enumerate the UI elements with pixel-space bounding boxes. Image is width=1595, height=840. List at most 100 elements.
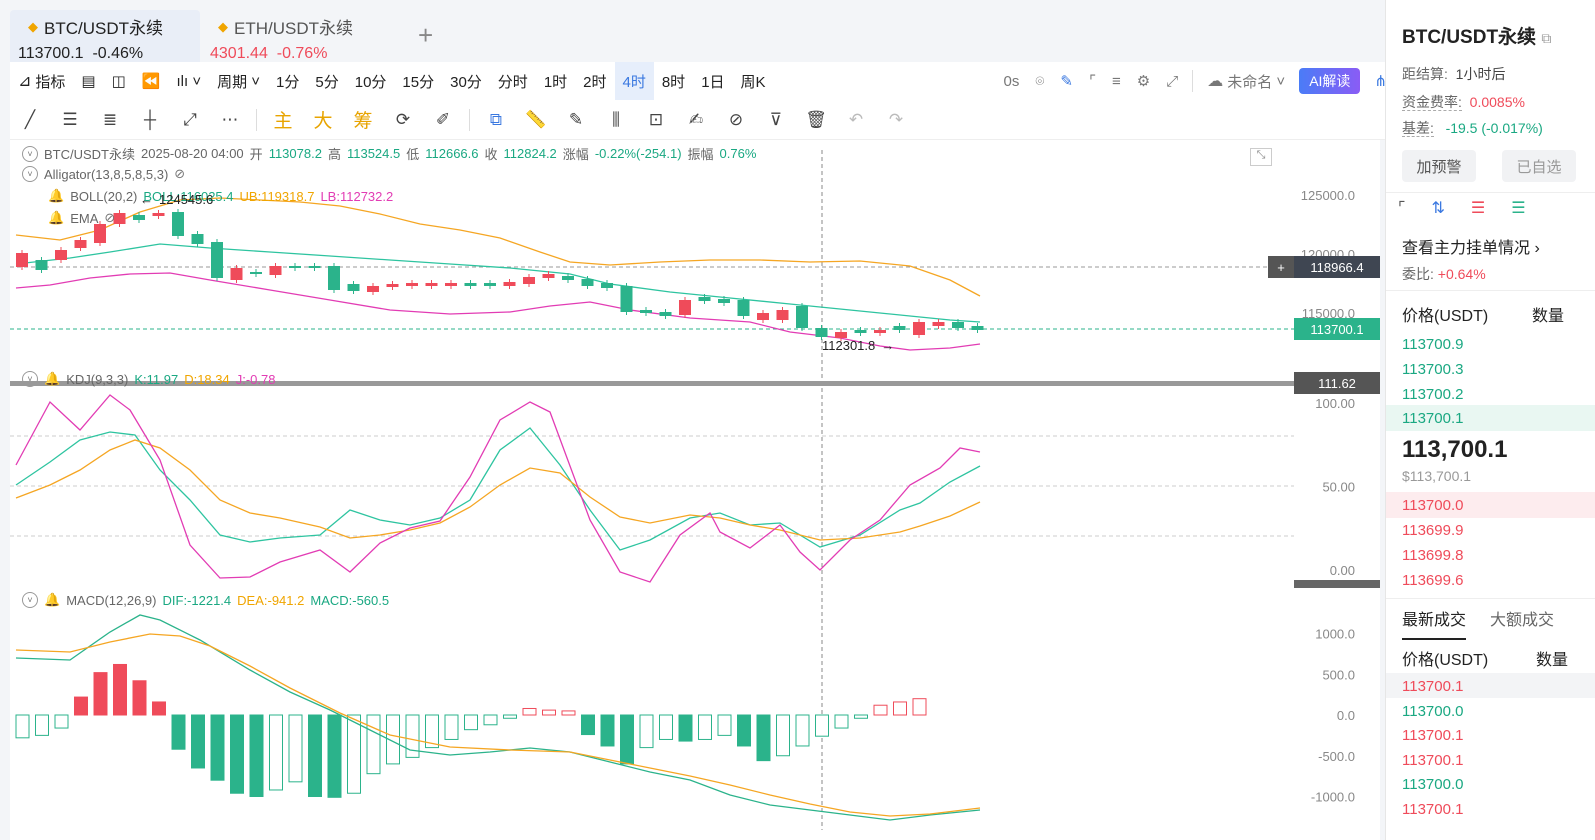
macd-bar bbox=[737, 714, 751, 747]
macd-bar bbox=[132, 680, 147, 716]
tab-eth[interactable]: ◆ ETH/USDT永续 4301.44 -0.76% bbox=[200, 10, 400, 63]
undo-icon[interactable]: ↶ bbox=[848, 109, 864, 129]
candle-body bbox=[659, 312, 672, 316]
redo-icon[interactable]: ↷ bbox=[888, 109, 904, 129]
indicators-button[interactable]: ⊿ 指标 bbox=[10, 62, 73, 100]
favorite-button[interactable]: 已自选 bbox=[1502, 150, 1576, 182]
magnet-icon[interactable]: ⧉ bbox=[489, 109, 503, 129]
copy-icon[interactable]: ⧉ bbox=[1541, 30, 1552, 46]
main-force-button[interactable]: 主 bbox=[273, 111, 293, 132]
big-order-button[interactable]: 大 bbox=[313, 111, 333, 132]
macd-bar bbox=[35, 714, 49, 736]
interval-1w[interactable]: 周K bbox=[740, 73, 766, 91]
trade-row: 113700.0 bbox=[1402, 703, 1464, 720]
list-icon[interactable]: ≡ bbox=[1112, 72, 1121, 90]
eye-off-icon[interactable]: ⊘ bbox=[174, 166, 186, 181]
split-icon[interactable]: ◫ bbox=[111, 73, 126, 90]
kdj-cursor-box bbox=[1294, 372, 1380, 394]
interval-1m[interactable]: 1分 bbox=[276, 73, 300, 91]
hide-icon[interactable]: ⊘ bbox=[728, 109, 744, 129]
fullscreen-icon[interactable]: ⤢ bbox=[1166, 72, 1179, 90]
interval-1d[interactable]: 1日 bbox=[701, 73, 725, 91]
chg-label: 涨幅 bbox=[562, 147, 589, 162]
view-bids-icon[interactable]: ☰ bbox=[1511, 200, 1526, 217]
interval-15m[interactable]: 15分 bbox=[402, 73, 435, 91]
ai-interpret-button[interactable]: AI解读 bbox=[1299, 68, 1361, 94]
chart-area[interactable]: 125000.0 120000.0 115000.0 +118966.4 113700.… bbox=[10, 140, 1380, 840]
horizontal-line-icon[interactable]: ┼ bbox=[143, 109, 157, 129]
eye-off-icon[interactable]: ⊘ bbox=[104, 210, 116, 225]
candle-body bbox=[230, 268, 243, 280]
interval-5m[interactable]: 5分 bbox=[315, 73, 339, 91]
interval-timeline[interactable]: 分时 bbox=[497, 73, 528, 91]
collapse-icon[interactable]: ˅ bbox=[22, 166, 38, 182]
bid-row[interactable]: 113699.6 bbox=[1402, 572, 1464, 589]
kdj-axis-label: 0.00 bbox=[1330, 563, 1355, 578]
period-dropdown[interactable]: 周期 ˅ bbox=[217, 72, 261, 91]
view-both-icon[interactable]: ⇅ bbox=[1431, 200, 1445, 217]
ask-row[interactable]: 113700.2 bbox=[1402, 386, 1464, 403]
view-crop-icon[interactable]: ⌜ bbox=[1398, 200, 1406, 217]
ask-row[interactable]: 113700.3 bbox=[1402, 361, 1464, 378]
main-orders-link[interactable]: 查看主力挂单情况 › bbox=[1402, 234, 1540, 258]
ray-icon[interactable]: ⤢ bbox=[183, 109, 197, 129]
expand-icon[interactable]: ⤡ bbox=[1250, 148, 1272, 166]
candle-body bbox=[893, 326, 906, 330]
channel-icon[interactable]: ≣ bbox=[102, 109, 118, 129]
collapse-icon[interactable]: ˅ bbox=[22, 145, 38, 162]
pencil-icon[interactable]: ✎ bbox=[1060, 73, 1073, 90]
bid-row[interactable]: 113699.9 bbox=[1402, 522, 1464, 539]
tab-latest-trades[interactable]: 最新成交 bbox=[1402, 606, 1467, 640]
filter-icon[interactable]: ⊽ bbox=[769, 109, 783, 129]
macd-bar bbox=[659, 714, 673, 740]
interval-4h[interactable]: 4时 bbox=[614, 62, 654, 100]
tab-btc[interactable]: ◆ BTC/USDT永续 113700.1 -0.46% bbox=[10, 10, 200, 62]
crop-icon[interactable]: ⌜ bbox=[1088, 73, 1096, 90]
replay-icon[interactable]: ⏪ bbox=[141, 73, 161, 90]
layout-icon[interactable]: ▤ bbox=[81, 73, 96, 90]
layout-name-dropdown[interactable]: ☁ 未命名 ˅ bbox=[1207, 72, 1286, 91]
interval-1h[interactable]: 1时 bbox=[543, 73, 568, 91]
brush-icon[interactable]: ✎ bbox=[568, 109, 584, 129]
chart-line-icon: ⊿ bbox=[18, 73, 32, 90]
trash-icon[interactable]: 🗑 bbox=[805, 109, 827, 129]
note-icon[interactable]: ✍ bbox=[688, 109, 704, 129]
macd-axis-label: -1000.0 bbox=[1311, 790, 1355, 805]
indicators-label: 指标 bbox=[35, 73, 66, 91]
bid-row[interactable]: 113700.0 bbox=[1402, 497, 1464, 514]
add-tab-icon[interactable]: + bbox=[418, 20, 434, 50]
view-asks-icon[interactable]: ☰ bbox=[1470, 200, 1486, 217]
trendline-icon[interactable]: ╱ bbox=[24, 109, 36, 129]
ask-row[interactable]: 113700.9 bbox=[1402, 336, 1464, 353]
add-alert-button[interactable]: 加预警 bbox=[1402, 150, 1476, 182]
ask-row[interactable]: 113700.1 bbox=[1402, 410, 1464, 427]
interval-2h[interactable]: 2时 bbox=[583, 73, 607, 91]
last-price-box bbox=[1294, 318, 1380, 340]
bid-row[interactable]: 113699.8 bbox=[1402, 547, 1464, 564]
sync-icon[interactable]: ⟳ bbox=[395, 109, 411, 129]
macd-bar bbox=[288, 714, 303, 783]
collapse-icon[interactable]: ˅ bbox=[22, 371, 38, 387]
chips-button[interactable]: 筹 bbox=[353, 111, 373, 132]
pen-icon[interactable]: ✐ bbox=[435, 109, 451, 129]
tab-large-trades[interactable]: 大额成交 bbox=[1490, 612, 1555, 629]
candle-type-button[interactable]: ılı ˅ bbox=[176, 72, 202, 90]
settings-icon[interactable]: ⚙ bbox=[1136, 73, 1151, 90]
bell-icon: 🔔 bbox=[48, 210, 65, 225]
candle-body bbox=[35, 260, 48, 270]
more-icon[interactable]: ⋯ bbox=[221, 109, 239, 129]
share-icon[interactable]: ⋔ bbox=[1374, 73, 1387, 90]
lock-icon[interactable]: ⊡ bbox=[648, 109, 664, 129]
parallel-lines-icon[interactable]: ☰ bbox=[62, 109, 78, 129]
candle-body bbox=[425, 283, 438, 286]
candles-icon[interactable]: ⫼ bbox=[612, 109, 620, 129]
interval-10m[interactable]: 10分 bbox=[354, 73, 387, 91]
period-label: 周期 bbox=[217, 73, 248, 91]
collapse-icon[interactable]: ˅ bbox=[22, 592, 38, 608]
ruler-icon[interactable]: 📏 bbox=[525, 109, 547, 129]
alligator-label: Alligator(13,8,5,8,5,3) bbox=[44, 166, 169, 182]
interval-8h[interactable]: 8时 bbox=[661, 73, 686, 91]
interval-30m[interactable]: 30分 bbox=[450, 73, 482, 91]
camera-icon[interactable]: ⌾ bbox=[1035, 72, 1045, 90]
